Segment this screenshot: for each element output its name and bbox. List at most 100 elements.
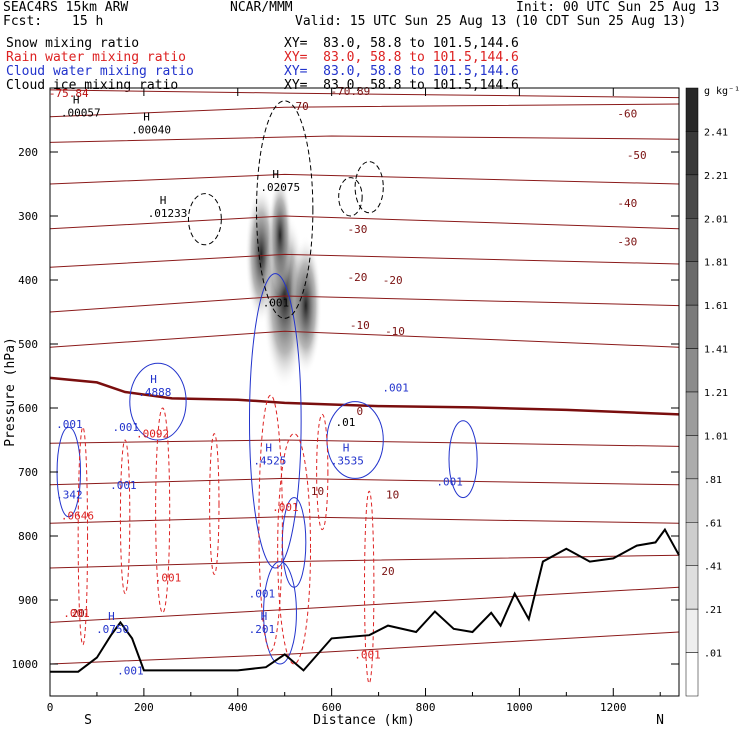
isotherm-line: [49, 295, 680, 313]
rain-water-contour: [316, 413, 329, 531]
extremum-label: .3535: [331, 454, 364, 467]
snow-contour: [354, 161, 384, 214]
isotherm-label: 10: [386, 488, 399, 501]
field-label-snow: Snow mixing ratio: [6, 36, 140, 51]
colorbar-level-label: .41: [704, 562, 722, 573]
colorbar-swatch: [685, 348, 699, 393]
y-tick-label: 700: [18, 466, 38, 479]
x-tick-label: 1000: [506, 701, 533, 714]
extremum-label: .4525: [253, 454, 286, 467]
extremum-marker: H: [272, 168, 279, 181]
colorbar-swatch: [685, 131, 699, 176]
field-label-cloudice: Cloud ice mixing ratio: [6, 78, 179, 93]
y-tick-label: 400: [18, 274, 38, 287]
isotherm-label: 20: [72, 607, 85, 620]
center-label: NCAR/MMM: [230, 0, 293, 15]
colorbar-swatch: [685, 435, 699, 480]
extremum-label: .001: [249, 588, 275, 601]
x-tick-label: 800: [416, 701, 436, 714]
y-tick-label: 200: [18, 146, 38, 159]
rain-water-contour: [209, 433, 220, 575]
field-label-rain: Rain water mixing ratio: [6, 50, 187, 65]
colorbar-swatch: [685, 304, 699, 349]
isotherm-label: -60: [617, 108, 637, 121]
extremum-label: .001: [117, 664, 144, 677]
extremum-label: .001: [382, 382, 409, 395]
extremum-label: .001: [63, 607, 90, 620]
isotherm-line: [49, 103, 680, 118]
isotherm-label: 0: [356, 405, 363, 418]
colorbar-level-label: .61: [704, 518, 722, 529]
colorbar-unit: g kg⁻¹: [704, 86, 740, 97]
colorbar-level-label: .21: [704, 605, 722, 616]
colorbar-level-label: .81: [704, 475, 722, 486]
colorbar-level-label: 2.41: [704, 127, 728, 138]
extremum-marker: H: [265, 441, 272, 454]
cloud-water-contour: [326, 401, 384, 479]
isotherm-line: [49, 586, 680, 623]
colorbar-level-label: 2.01: [704, 214, 728, 225]
extremum-label: .4888: [138, 386, 171, 399]
extremum-marker: H: [150, 373, 157, 386]
isotherm-line: [49, 135, 680, 143]
colorbar-level-label: 1.01: [704, 431, 728, 442]
isotherm-line: [49, 215, 680, 230]
cloud-ice-shading: [289, 235, 322, 376]
extremum-marker: H: [108, 610, 115, 623]
extremum-label: .01: [335, 416, 355, 429]
cloud-water-contour: [281, 497, 307, 588]
colorbar-level-label: 1.81: [704, 258, 728, 269]
isotherm-label: -40: [617, 197, 637, 210]
zero-isotherm-line: [49, 376, 680, 416]
isotherm-line: [49, 516, 680, 524]
extremum-marker: H: [160, 194, 167, 207]
isotherm-line: [49, 330, 680, 348]
extremum-label: .00057: [61, 106, 101, 119]
isotherm-line: [49, 89, 680, 99]
field-xy-rain: XY= 83.0, 58.8 to 101.5,144.6: [284, 50, 519, 65]
forecast-label: Fcst:: [3, 14, 43, 29]
y-tick-label: 500: [18, 338, 38, 351]
extremum-label: .01233: [148, 207, 188, 220]
isotherm-line: [49, 477, 680, 486]
colorbar-swatch: [685, 391, 699, 436]
isotherm-label: -20: [383, 274, 403, 287]
colorbar-swatch: [685, 87, 699, 132]
y-tick-label: 300: [18, 210, 38, 223]
cloud-water-contour: [56, 426, 82, 518]
isotherm-label: -75.84: [49, 87, 89, 100]
field-xy-cloudwater: XY= 83.0, 58.8 to 101.5,144.6: [284, 64, 519, 79]
x-tick-label: 0: [47, 701, 54, 714]
colorbar-swatch: [685, 261, 699, 306]
field-xy-cloudice: XY= 83.0, 58.8 to 101.5,144.6: [284, 78, 519, 93]
isotherm-label: -70: [289, 100, 309, 113]
colorbar-swatch: [685, 218, 699, 262]
extremum-label: .0646: [61, 510, 94, 523]
colorbar-level-label: 2.21: [704, 171, 728, 182]
rain-water-contour: [77, 426, 89, 646]
extremum-label: .0750: [96, 623, 129, 636]
isotherm-label: 10: [311, 485, 324, 498]
x-tick-label: 400: [228, 701, 248, 714]
cloud-ice-shading: [268, 175, 293, 296]
snow-contour: [338, 177, 363, 217]
plot-frame: [49, 87, 680, 697]
terrain-line: [50, 527, 680, 673]
colorbar-swatch: [685, 478, 699, 523]
colorbar-level-label: .01: [704, 649, 722, 660]
extremum-label: .001: [354, 648, 381, 661]
isotherm-line: [49, 253, 680, 268]
cloud-water-contour: [248, 273, 302, 569]
rain-water-contour: [258, 394, 283, 652]
snow-contour: [187, 193, 222, 246]
y-axis-label: Pressure (hPa): [3, 337, 18, 447]
model-title: SEAC4RS 15km ARW: [3, 0, 129, 15]
snow-contour: [256, 100, 314, 319]
x-tick-label: 600: [322, 701, 342, 714]
extremum-label: .0092: [136, 428, 169, 441]
isotherm-label: 20: [381, 565, 394, 578]
field-xy-snow: XY= 83.0, 58.8 to 101.5,144.6: [284, 36, 519, 51]
extremum-label: .001: [56, 418, 83, 431]
extremum-label: .001: [436, 476, 463, 489]
